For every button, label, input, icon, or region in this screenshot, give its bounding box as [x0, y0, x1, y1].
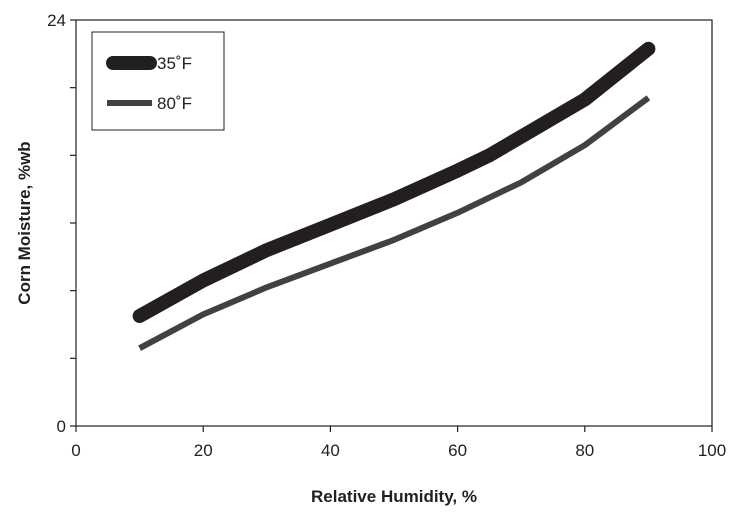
- series-line-35f: [132, 41, 656, 323]
- x-tick-label-20: 20: [194, 441, 213, 460]
- y-tick-label-0: 0: [57, 417, 66, 436]
- y-tick-label-24: 24: [47, 11, 66, 30]
- legend-box: [91, 31, 225, 131]
- legend-label-80f: 80˚F: [157, 94, 192, 113]
- series-layer: [132, 41, 656, 351]
- x-axis-title: Relative Humidity, %: [311, 487, 477, 506]
- series-line-80f: [138, 95, 651, 351]
- x-axis-ticks: 0 20 40 60 80 100: [71, 426, 726, 460]
- x-tick-label-40: 40: [321, 441, 340, 460]
- x-tick-label-80: 80: [575, 441, 594, 460]
- x-tick-label-0: 0: [71, 441, 80, 460]
- legend-label-35f: 35˚F: [157, 54, 192, 73]
- y-axis-ticks: 0 24: [47, 11, 76, 436]
- x-tick-label-60: 60: [448, 441, 467, 460]
- y-axis-title: Corn Moisture, %wb: [15, 141, 34, 304]
- legend: 35˚F 80˚F: [91, 31, 225, 131]
- x-tick-label-100: 100: [698, 441, 726, 460]
